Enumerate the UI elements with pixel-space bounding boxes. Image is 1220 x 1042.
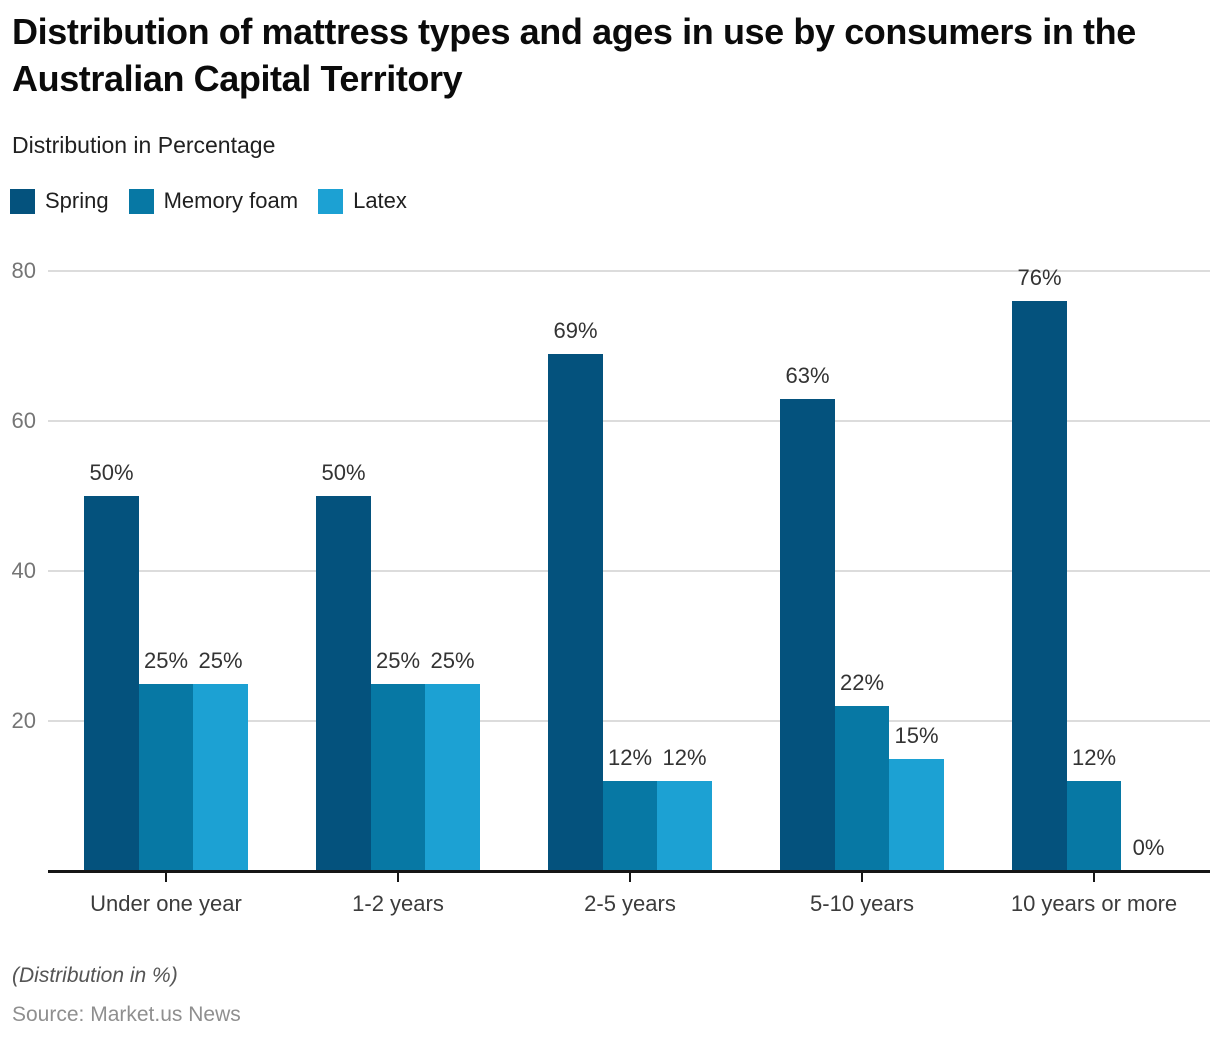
value-label-memory-foam-10-years-or-more: 12% bbox=[1071, 745, 1117, 770]
value-label-spring-10-years-or-more: 76% bbox=[1017, 265, 1062, 290]
bar-memory-foam-2-5-years bbox=[602, 781, 658, 871]
bar-memory-foam-10-years-or-more bbox=[1066, 781, 1122, 871]
value-label-memory-foam-1-2-years: 25% bbox=[375, 647, 421, 673]
bar-latex-1-2-years bbox=[425, 683, 480, 871]
x-axis-tick-mark bbox=[397, 873, 399, 882]
bar-latex-5-10-years bbox=[889, 758, 944, 871]
legend-item-memory-foam: Memory foam bbox=[128, 188, 299, 214]
bar-spring-1-2-years bbox=[316, 496, 371, 871]
y-axis-tick-label: 40 bbox=[11, 558, 36, 583]
x-axis-tick-mark bbox=[629, 873, 631, 882]
value-label-latex-1-2-years: 25% bbox=[430, 647, 475, 673]
x-axis-category-label: 10 years or more bbox=[1010, 891, 1178, 916]
bar-memory-foam-5-10-years bbox=[834, 706, 890, 871]
value-label-memory-foam-2-5-years: 12% bbox=[607, 745, 653, 770]
bar-latex-2-5-years bbox=[657, 781, 712, 871]
source-credit: Source: Market.us News bbox=[12, 1003, 241, 1026]
value-label-spring-5-10-years: 63% bbox=[785, 362, 830, 388]
value-label-spring-1-2-years: 50% bbox=[321, 460, 366, 485]
y-axis-tick-label: 20 bbox=[11, 708, 36, 733]
value-label-spring-2-5-years: 69% bbox=[553, 317, 598, 343]
bar-latex-under-one-year bbox=[193, 683, 248, 871]
value-label-latex-5-10-years: 15% bbox=[894, 722, 939, 748]
bar-spring-5-10-years bbox=[780, 398, 835, 871]
x-axis-category-label: 1-2 years bbox=[352, 891, 444, 916]
value-label-memory-foam-5-10-years: 22% bbox=[839, 670, 885, 695]
legend-swatch-spring bbox=[10, 188, 35, 214]
bar-chart: 20 40 60 80 50% 25% 25% Under one year 50% 25% 25%… bbox=[0, 250, 1220, 950]
bar-spring-10-years-or-more bbox=[1012, 301, 1067, 871]
bar-memory-foam-under-one-year bbox=[138, 683, 194, 871]
value-label-latex-2-5-years: 12% bbox=[662, 745, 707, 770]
x-axis-category-label: Under one year bbox=[90, 891, 242, 916]
value-label-latex-under-one-year: 25% bbox=[198, 647, 243, 673]
x-axis-category-label: 5-10 years bbox=[810, 891, 914, 916]
legend-item-spring: Spring bbox=[10, 188, 109, 214]
bar-spring-under-one-year bbox=[84, 496, 139, 871]
y-axis-tick-label: 80 bbox=[11, 258, 36, 283]
gridline-60 bbox=[48, 420, 1210, 422]
legend-item-latex: Latex bbox=[318, 188, 407, 214]
page-title: Distribution of mattress types and ages … bbox=[12, 11, 1136, 99]
x-axis-tick-mark bbox=[861, 873, 863, 882]
bar-memory-foam-1-2-years bbox=[370, 683, 426, 871]
chart-subtitle: Distribution in Percentage bbox=[12, 132, 276, 158]
chart-legend: Spring Memory foam Latex bbox=[10, 188, 407, 214]
legend-swatch-latex bbox=[318, 188, 344, 214]
x-axis-tick-mark bbox=[165, 873, 167, 882]
legend-label: Memory foam bbox=[163, 188, 299, 213]
y-axis-tick-label: 60 bbox=[11, 408, 36, 433]
x-axis-tick-mark bbox=[1093, 873, 1095, 882]
gridline-80 bbox=[48, 270, 1210, 272]
value-label-latex-10-years-or-more: 0% bbox=[1132, 835, 1165, 860]
x-axis-category-label: 2-5 years bbox=[584, 891, 676, 916]
legend-swatch-memory-foam bbox=[128, 188, 154, 214]
gridline-40 bbox=[48, 570, 1210, 572]
gridline-20 bbox=[48, 720, 1210, 722]
value-label-memory-foam-under-one-year: 25% bbox=[143, 647, 189, 673]
chart-footnote: (Distribution in %) bbox=[12, 964, 178, 987]
bar-spring-2-5-years bbox=[548, 353, 603, 871]
x-axis-line bbox=[48, 870, 1210, 873]
legend-label: Latex bbox=[353, 188, 407, 213]
value-label-spring-under-one-year: 50% bbox=[89, 460, 134, 485]
legend-label: Spring bbox=[45, 188, 109, 213]
